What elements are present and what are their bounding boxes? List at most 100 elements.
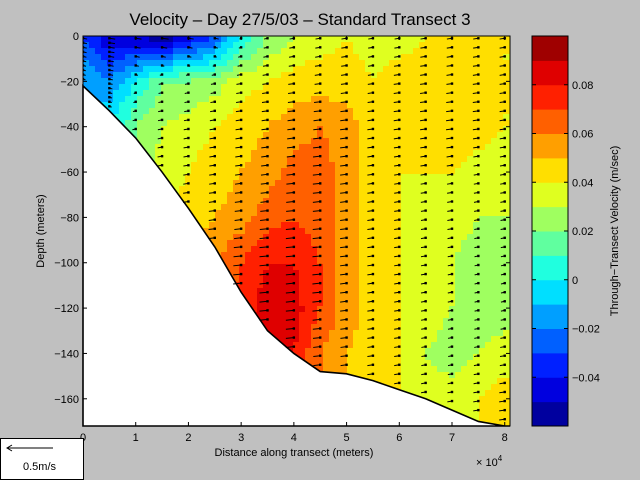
heat-cell (371, 144, 378, 151)
heat-cell (329, 120, 336, 127)
heat-cell (287, 306, 294, 313)
heat-cell (179, 72, 186, 79)
heat-cell (491, 150, 498, 157)
heat-cell (359, 306, 366, 313)
heat-cell (149, 108, 156, 115)
heat-cell (467, 72, 474, 79)
heat-cell (371, 240, 378, 247)
heat-cell (167, 78, 174, 85)
heat-cell (485, 36, 492, 43)
heat-cell (335, 198, 342, 205)
heat-cell (419, 366, 426, 373)
heat-cell (233, 174, 240, 181)
heat-cell (413, 180, 420, 187)
heat-cell (473, 402, 480, 409)
heat-cell (161, 42, 168, 49)
heat-cell (197, 162, 204, 169)
heat-cell (479, 144, 486, 151)
heat-cell (335, 54, 342, 61)
heat-cell (269, 126, 276, 133)
heat-cell (473, 210, 480, 217)
heat-cell (449, 246, 456, 253)
heat-cell (197, 156, 204, 163)
heat-cell (491, 216, 498, 223)
heat-cell (371, 162, 378, 169)
heat-cell (125, 54, 132, 61)
heat-cell (461, 282, 468, 289)
heat-cell (377, 240, 384, 247)
heat-cell (299, 72, 306, 79)
heat-cell (347, 150, 354, 157)
heat-cell (89, 60, 96, 67)
heat-cell (215, 234, 222, 241)
heat-cell (467, 90, 474, 97)
heat-cell (293, 324, 300, 331)
heat-cell (263, 210, 270, 217)
heat-cell (491, 330, 498, 337)
heat-cell (299, 102, 306, 109)
heat-cell (335, 360, 342, 367)
heat-cell (365, 360, 372, 367)
heat-cell (377, 120, 384, 127)
heat-cell (191, 96, 198, 103)
heat-cell (503, 252, 510, 259)
heat-cell (287, 138, 294, 145)
heat-cell (365, 144, 372, 151)
heat-cell (401, 186, 408, 193)
heat-cell (323, 252, 330, 259)
heat-cell (419, 300, 426, 307)
heat-cell (389, 114, 396, 121)
heat-cell (209, 234, 216, 241)
heat-cell (503, 48, 510, 55)
heat-cell (209, 186, 216, 193)
heat-cell (449, 330, 456, 337)
heat-cell (335, 318, 342, 325)
heat-cell (425, 90, 432, 97)
heat-cell (269, 102, 276, 109)
heat-cell (245, 144, 252, 151)
heat-cell (479, 294, 486, 301)
heat-cell (197, 192, 204, 199)
heat-cell (89, 84, 96, 91)
heat-cell (179, 84, 186, 91)
heat-cell (215, 150, 222, 157)
heat-cell (245, 210, 252, 217)
heat-cell (179, 36, 186, 43)
heat-cell (473, 168, 480, 175)
heat-cell (281, 54, 288, 61)
heat-cell (401, 216, 408, 223)
heat-cell (491, 264, 498, 271)
velocity-sample-point (239, 64, 243, 67)
heat-cell (239, 240, 246, 247)
heat-cell (497, 330, 504, 337)
heat-cell (479, 132, 486, 139)
heat-cell (353, 270, 360, 277)
velocity-sample-point (83, 59, 85, 63)
heat-cell (467, 318, 474, 325)
heat-cell (389, 366, 396, 373)
heat-cell (245, 192, 252, 199)
heat-cell (377, 276, 384, 283)
heat-cell (437, 336, 444, 343)
heat-cell (443, 390, 450, 397)
heat-cell (449, 78, 456, 85)
heat-cell (365, 234, 372, 241)
heat-cell (497, 174, 504, 181)
heat-cell (479, 246, 486, 253)
heat-cell (455, 342, 462, 349)
heat-cell (299, 108, 306, 115)
heat-cell (341, 354, 348, 361)
heat-cell (293, 54, 300, 61)
heat-cell (431, 258, 438, 265)
heat-cell (257, 186, 264, 193)
heat-cell (287, 288, 294, 295)
heat-cell (281, 48, 288, 55)
heat-cell (383, 42, 390, 49)
heat-cell (221, 198, 228, 205)
heat-cell (107, 60, 114, 67)
heat-cell (101, 66, 108, 73)
heat-cell (497, 114, 504, 121)
heat-cell (485, 258, 492, 265)
heat-cell (437, 156, 444, 163)
heat-cell (473, 54, 480, 61)
